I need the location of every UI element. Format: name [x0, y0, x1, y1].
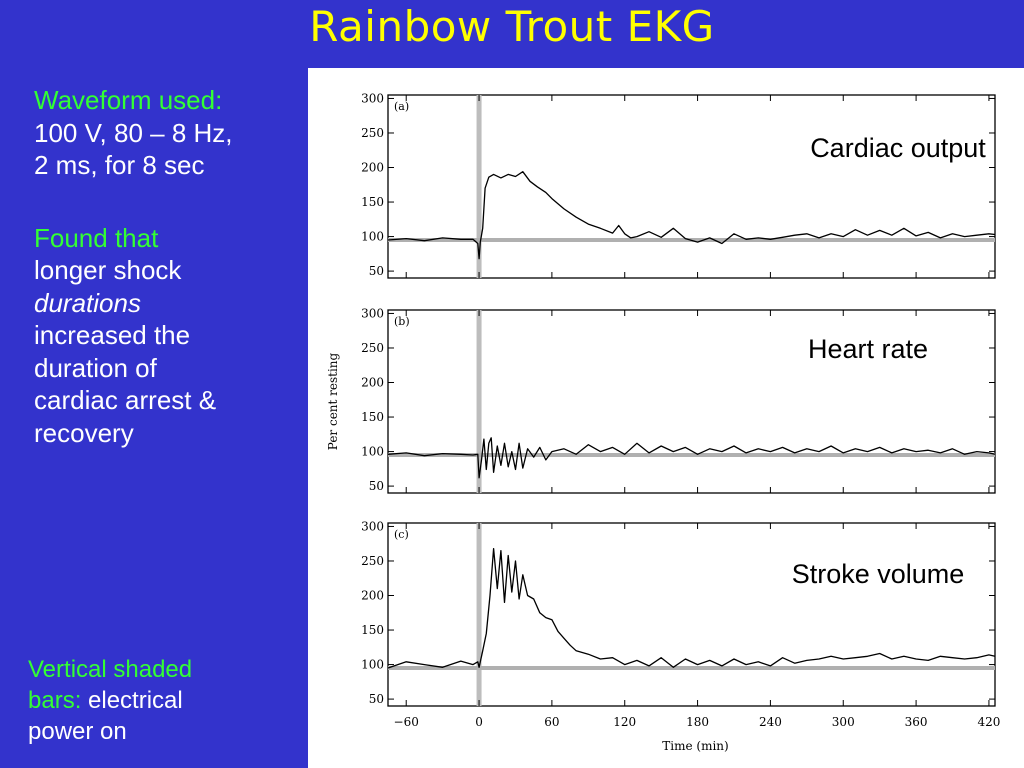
y-tick-label: 100: [361, 230, 384, 244]
y-tick-label: 50: [369, 264, 384, 278]
series-line: [387, 171, 996, 260]
x-tick-label: 240: [759, 715, 782, 729]
panel-frame: [387, 309, 996, 494]
x-tick-label: −60: [394, 715, 419, 729]
slide-title: Rainbow Trout EKG: [309, 2, 715, 51]
series-line: [387, 547, 996, 669]
series-label: Cardiac output: [810, 133, 986, 163]
y-tick-label: 150: [361, 623, 384, 637]
note-electrical: electrical: [88, 687, 183, 715]
y-tick-label: 100: [361, 445, 384, 459]
power-on-bar: [476, 523, 482, 706]
panel-label: (c): [394, 528, 409, 541]
finding-line-5: duration of: [34, 352, 157, 383]
y-tick-label: 150: [361, 410, 384, 424]
finding-line-7: recovery: [34, 417, 134, 448]
panel-frame: [387, 94, 996, 279]
y-tick-label: 300: [361, 91, 384, 105]
x-tick-label: 60: [544, 715, 559, 729]
panel-frame: [387, 522, 996, 707]
panel-c: 50 100 150 200 250 300 (c) Stroke volume: [361, 519, 996, 707]
finding-line-2: longer shock: [34, 255, 182, 285]
x-tick-label: 300: [832, 715, 855, 729]
series-line: [387, 437, 996, 479]
slide-text-block: Waveform used: 100 V, 80 – 8 Hz, 2 ms, f…: [34, 84, 314, 449]
ekg-chart: 50 100 150 200 250 300 (a) Cardiac output 50 100 1…: [326, 91, 1000, 753]
y-tick-label: 100: [361, 658, 384, 672]
panel-a: 50 100 150 200 250 300 (a) Cardiac output: [361, 91, 996, 279]
x-tick-label: 120: [613, 715, 636, 729]
y-tick-label: 150: [361, 195, 384, 209]
series-label: Heart rate: [808, 334, 928, 364]
note-power-on: power on: [28, 718, 127, 746]
ekg-figure: 50 100 150 200 250 300 (a) Cardiac output 50 100 1…: [308, 68, 1024, 768]
waveform-detail-1: 100 V, 80 – 8 Hz,: [34, 117, 233, 148]
x-tick-label: 180: [686, 715, 709, 729]
x-tick-label: 360: [905, 715, 928, 729]
finding-line-1: Found that: [34, 222, 159, 253]
waveform-detail-2: 2 ms, for 8 sec: [34, 150, 205, 180]
waveform-heading: Waveform used:: [34, 85, 223, 115]
panel-label: (a): [394, 100, 409, 113]
power-on-bar: [476, 310, 482, 493]
finding-line-4: increased the: [34, 320, 191, 350]
x-tick-label: 0: [475, 715, 483, 729]
series-label: Stroke volume: [792, 559, 965, 589]
y-tick-label: 300: [361, 306, 384, 320]
panel-b: 50 100 150 200 250 300 (b) Heart rate: [361, 306, 996, 494]
panel-label: (b): [394, 315, 410, 328]
y-tick-label: 250: [361, 341, 384, 355]
y-tick-label: 200: [361, 589, 384, 603]
x-axis-title: Time (min): [662, 739, 728, 753]
note-bars-label: bars:: [28, 687, 82, 715]
y-tick-label: 200: [361, 376, 384, 390]
note-line-1: Vertical shaded: [28, 656, 193, 683]
power-on-bar: [476, 95, 482, 278]
y-tick-label: 200: [361, 161, 384, 175]
y-tick-label: 50: [369, 692, 384, 706]
y-tick-label: 50: [369, 479, 384, 493]
y-axis-title: Per cent resting: [326, 352, 340, 450]
power-on-note: Vertical shaded bars: electrical power o…: [28, 654, 288, 748]
y-tick-label: 250: [361, 554, 384, 568]
x-tick-label: 420: [977, 715, 1000, 729]
y-tick-label: 250: [361, 126, 384, 140]
y-tick-label: 300: [361, 519, 384, 533]
finding-line-6: cardiac arrest &: [34, 385, 217, 415]
finding-line-3: durations: [34, 287, 141, 318]
